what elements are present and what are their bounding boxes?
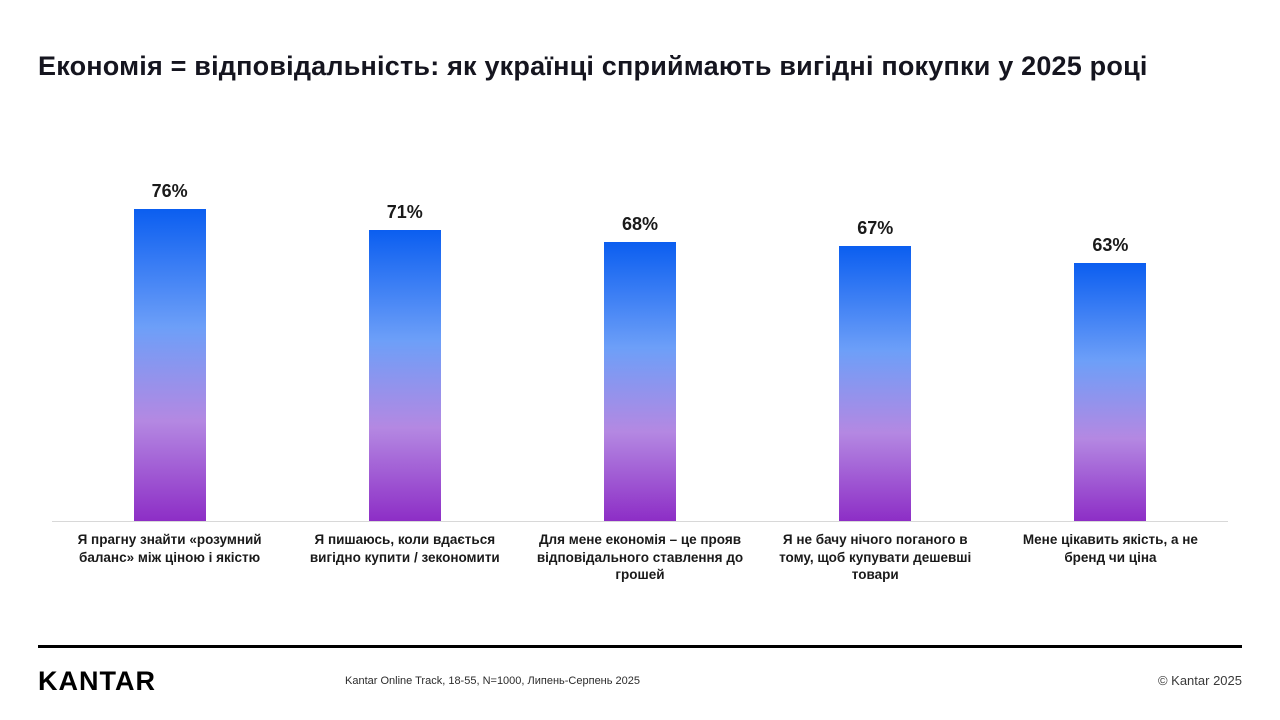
bar-category-label: Я пишаюсь, коли вдається вигідно купити … <box>309 532 500 565</box>
bar <box>1074 263 1147 521</box>
footer-divider <box>38 645 1242 648</box>
bar-category-label: Для мене економія – це прояв відповідаль… <box>536 532 744 583</box>
bar-value-label: 71% <box>386 202 423 222</box>
bar-group: 68% <box>522 178 757 521</box>
bar-value-label: 63% <box>1092 235 1129 255</box>
bar-chart: 76% 71% 68% 67% 63% Я прагну знайти «розумни… <box>52 178 1228 584</box>
bar-group: 67% <box>758 178 993 521</box>
bar-value-label: 68% <box>621 214 659 234</box>
bar <box>604 242 676 521</box>
bar <box>839 246 912 521</box>
bars-row: 76% 71% 68% 67% 63% <box>52 178 1228 522</box>
bar-group: 63% <box>993 178 1228 521</box>
kantar-logo: KANTAR <box>38 666 156 696</box>
source-note: Kantar Online Track, 18-55, N=1000, Липе… <box>345 675 641 687</box>
bar-group: 71% <box>287 178 522 521</box>
bar-value-label: 76% <box>151 181 188 201</box>
bar-category-label: Я не бачу нічого поганого в тому, щоб ку… <box>779 532 972 583</box>
copyright-text: © Kantar 2025 <box>1157 673 1242 688</box>
bar-value-label: 67% <box>857 218 894 238</box>
bar-group: 76% <box>52 178 287 521</box>
bar-category-label: Мене цікавить якість, а не бренд чи ціна <box>1022 532 1198 565</box>
page-title: Економія = відповідальність: як українці… <box>38 51 1148 81</box>
bar <box>368 230 441 521</box>
labels-row: Я прагну знайти «розумний баланс» між ці… <box>52 522 1228 584</box>
footer: KANTAR Kantar Online Track, 18-55, N=100… <box>38 660 1242 704</box>
bar <box>133 209 206 521</box>
bar-category-label: Я прагну знайти «розумний баланс» між ці… <box>77 532 262 565</box>
